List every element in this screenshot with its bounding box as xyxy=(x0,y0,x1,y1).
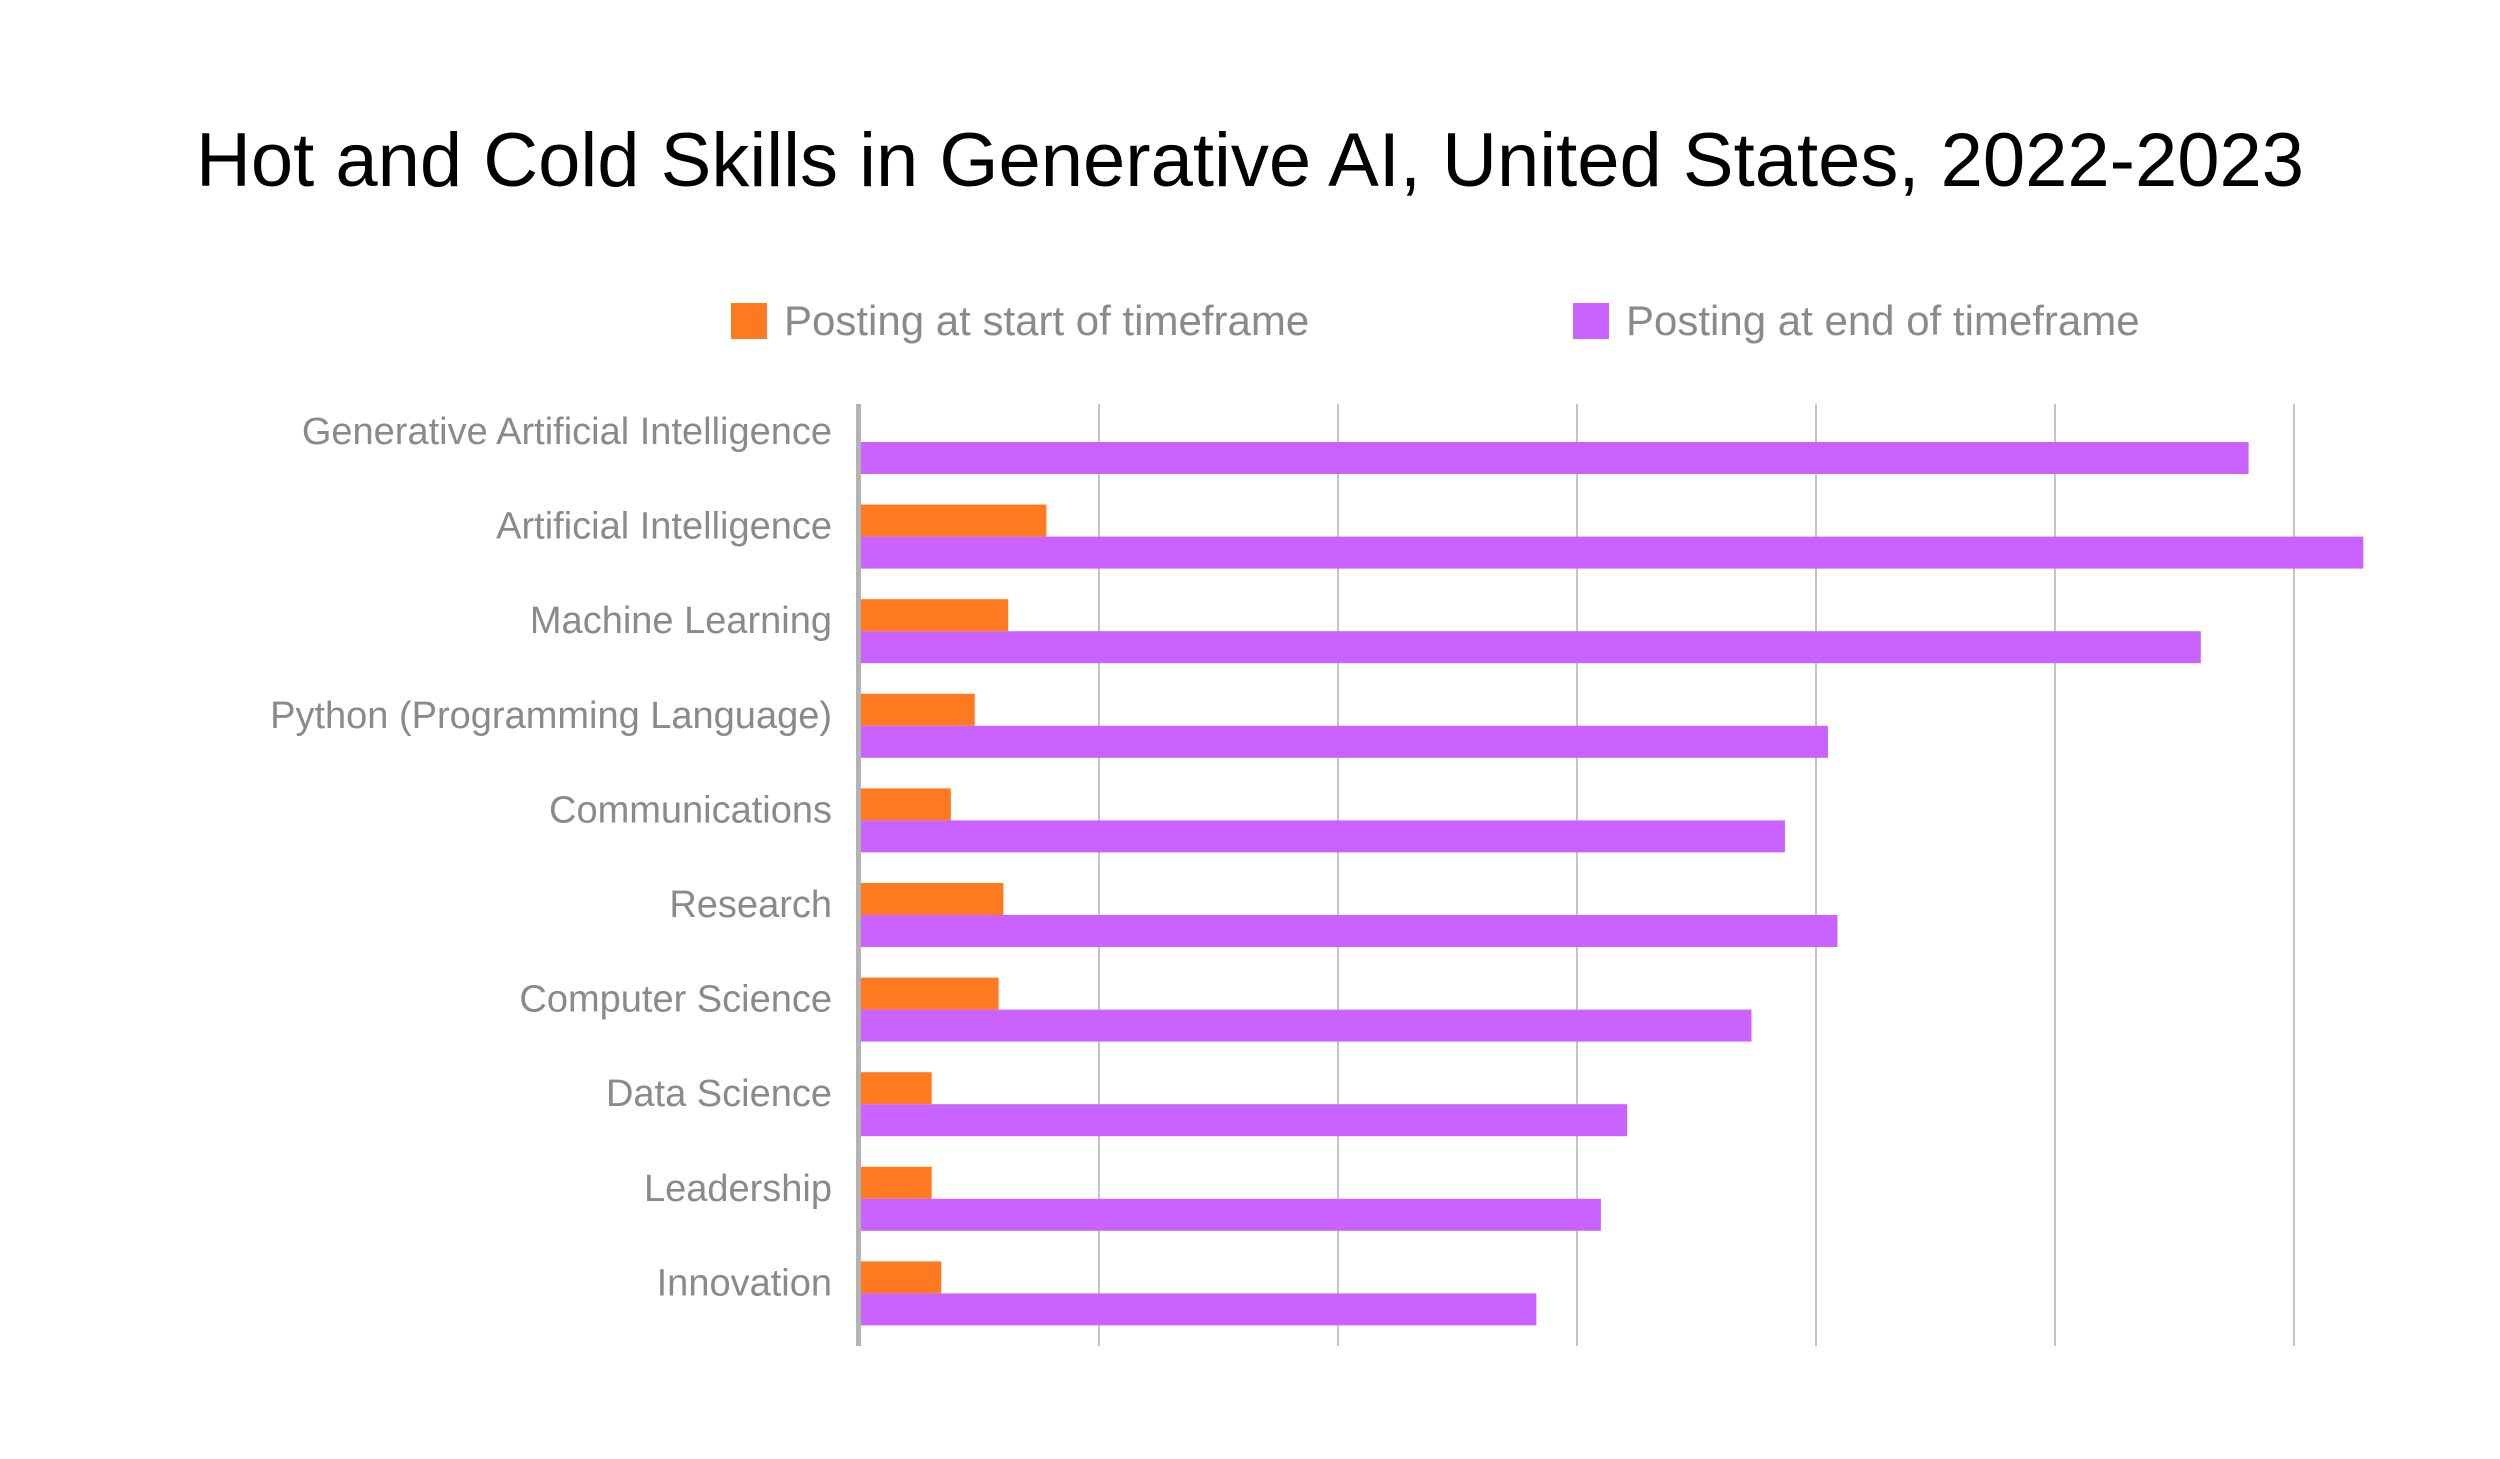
legend-swatch-start xyxy=(731,303,767,339)
bar-end-8 xyxy=(860,1198,1601,1231)
category-label: Computer Science xyxy=(519,979,832,1021)
bar-end-0 xyxy=(860,442,2249,474)
category-label: Generative Artificial Intelligence xyxy=(302,411,832,453)
bar-start-5 xyxy=(860,883,1004,915)
category-label: Python (Programming Language) xyxy=(270,695,832,737)
bar-end-4 xyxy=(860,820,1785,853)
bar-end-3 xyxy=(860,725,1828,758)
bar-start-9 xyxy=(860,1261,942,1294)
category-label: Artificial Intelligence xyxy=(496,506,832,548)
legend-label-start: Posting at start of timeframe xyxy=(784,297,1309,344)
category-label: Innovation xyxy=(657,1262,832,1304)
y-axis-line xyxy=(856,404,861,1346)
bar-end-6 xyxy=(860,1009,1752,1042)
legend-label-end: Posting at end of timeframe xyxy=(1626,297,2140,344)
bar-end-5 xyxy=(860,915,1838,947)
legend-swatch-end xyxy=(1573,303,1609,339)
legend: Posting at start of timeframe Posting at… xyxy=(731,297,2140,344)
bar-start-1 xyxy=(860,504,1047,537)
bar-start-6 xyxy=(860,977,999,1010)
category-label: Research xyxy=(669,884,832,926)
category-labels: Generative Artificial Intelligence Artifi… xyxy=(270,411,832,1304)
category-label: Data Science xyxy=(606,1073,832,1115)
category-label: Leadership xyxy=(644,1168,832,1210)
bar-start-7 xyxy=(860,1072,932,1105)
bar-end-9 xyxy=(860,1293,1537,1326)
bar-start-4 xyxy=(860,788,951,821)
bar-end-1 xyxy=(860,536,2364,569)
category-label: Machine Learning xyxy=(530,600,832,642)
chart-title: Hot and Cold Skills in Generative AI, Un… xyxy=(196,118,2304,203)
bar-start-8 xyxy=(860,1166,932,1199)
bar-end-2 xyxy=(860,631,2201,664)
bar-end-7 xyxy=(860,1104,1628,1137)
category-label: Communications xyxy=(549,789,832,831)
bar-start-2 xyxy=(860,599,1009,632)
bar-start-3 xyxy=(860,693,975,726)
bars xyxy=(860,442,2364,1326)
